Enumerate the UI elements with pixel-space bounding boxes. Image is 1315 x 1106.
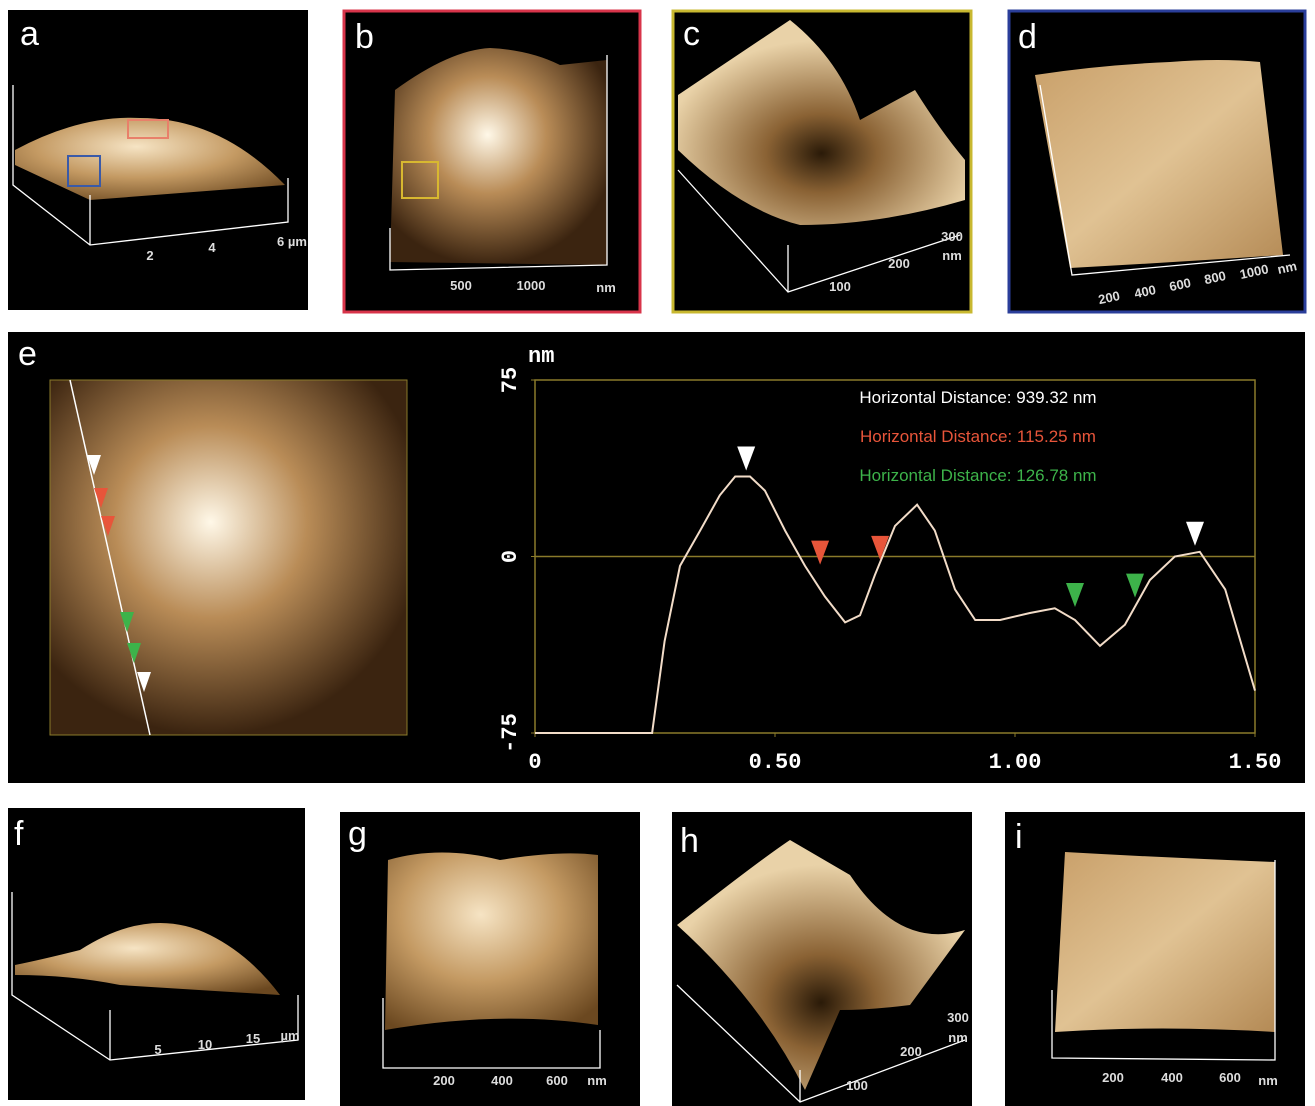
panel-label: e bbox=[18, 335, 37, 373]
x-tick-label: 1.50 bbox=[1229, 750, 1282, 775]
surface bbox=[1035, 60, 1283, 268]
axis-label: 600 bbox=[546, 1073, 568, 1088]
y-tick-label: -75 bbox=[498, 713, 523, 753]
y-tick-label: 75 bbox=[498, 367, 523, 393]
annotation: Horizontal Distance: 115.25 nm bbox=[860, 427, 1096, 446]
axis-label: nm bbox=[596, 280, 616, 295]
axis-label: nm bbox=[948, 1030, 968, 1045]
axis-label: 5 bbox=[154, 1042, 161, 1057]
surface bbox=[385, 853, 598, 1031]
axis-label: 500 bbox=[450, 278, 472, 293]
axis-label: 300 bbox=[941, 229, 963, 244]
axis-label: nm bbox=[942, 248, 962, 263]
surface bbox=[1055, 852, 1275, 1032]
axis-label: 200 bbox=[900, 1044, 922, 1059]
x-tick-label: 0 bbox=[528, 750, 541, 775]
axis-label: 600 bbox=[1219, 1070, 1241, 1085]
panel-label: d bbox=[1018, 18, 1037, 56]
panel-label: b bbox=[355, 18, 374, 56]
page: {"panels": [ {"label": "a", "axis_labels… bbox=[0, 0, 1315, 1106]
panel-label: i bbox=[1015, 818, 1023, 856]
axis-label: nm bbox=[587, 1073, 607, 1088]
axis-label: 100 bbox=[846, 1078, 868, 1093]
y-tick-label: 0 bbox=[498, 550, 523, 563]
annotation: Horizontal Distance: 939.32 nm bbox=[859, 388, 1096, 407]
x-tick-label: 0.50 bbox=[749, 750, 802, 775]
panel-label: h bbox=[680, 822, 699, 860]
y-unit: nm bbox=[528, 344, 554, 369]
surface bbox=[390, 48, 607, 265]
axis-label: 4 bbox=[208, 240, 216, 255]
body: nm a246 µmb5001000nmc100200300nmd2004006… bbox=[0, 0, 1315, 1106]
axis-label: nm bbox=[1258, 1073, 1278, 1088]
panel-label: g bbox=[348, 815, 367, 853]
afm-image bbox=[50, 380, 407, 735]
axis-label: 10 bbox=[198, 1037, 212, 1052]
axis-label: 200 bbox=[433, 1073, 455, 1088]
axis-label: 15 bbox=[246, 1031, 260, 1046]
axis-label: 1000 bbox=[517, 278, 546, 293]
axis-label: 100 bbox=[829, 279, 851, 294]
panel-label: f bbox=[14, 815, 24, 853]
panel-label: a bbox=[20, 15, 39, 53]
axis-label: 200 bbox=[888, 256, 910, 271]
axis-label: 200 bbox=[1102, 1070, 1124, 1085]
axis-label: 6 µm bbox=[277, 234, 307, 249]
panel-label: c bbox=[683, 15, 700, 53]
annotation: Horizontal Distance: 126.78 nm bbox=[859, 466, 1096, 485]
axis-label: µm bbox=[280, 1028, 299, 1043]
figure: nm a246 µmb5001000nmc100200300nmd2004006… bbox=[0, 0, 1315, 1106]
axis-label: 2 bbox=[146, 248, 153, 263]
axis-label: 300 bbox=[947, 1010, 969, 1025]
x-tick-label: 1.00 bbox=[989, 750, 1042, 775]
axis-label: 400 bbox=[491, 1073, 513, 1088]
axis-label: 400 bbox=[1161, 1070, 1183, 1085]
